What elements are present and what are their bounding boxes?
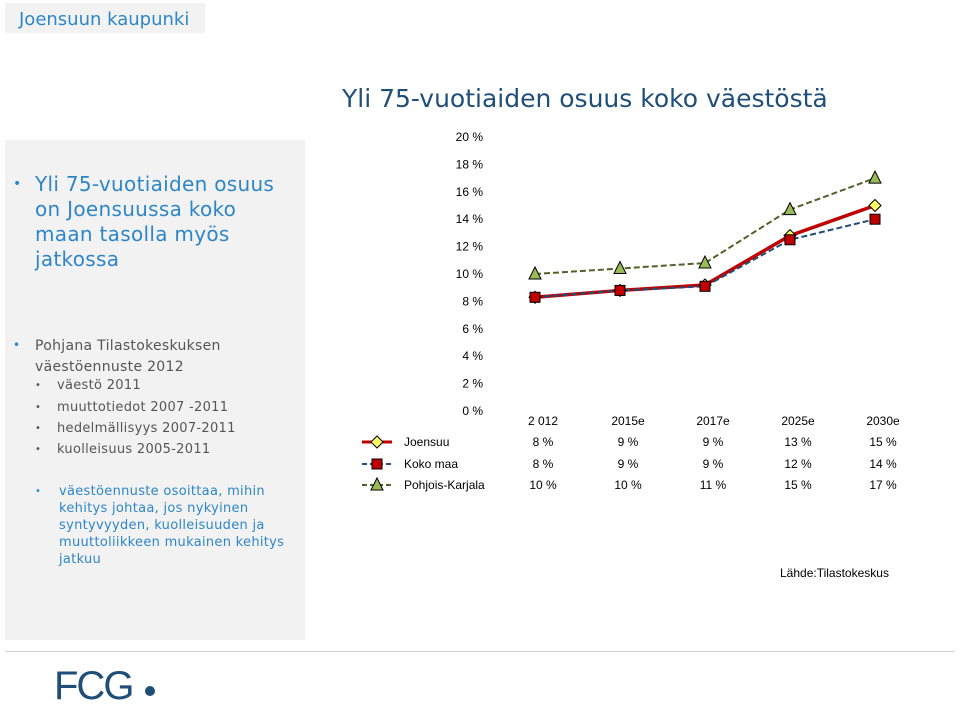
y-tick-label: 18 % <box>456 157 484 171</box>
source-label: Lähde:Tilastokeskus <box>780 566 889 580</box>
logo-text: FCG <box>54 664 132 704</box>
data-table-cell: 15 % <box>869 435 897 449</box>
data-table-cell: 14 % <box>869 457 897 471</box>
data-table-cell: 9 % <box>618 435 639 449</box>
data-table-cell: 9 % <box>618 457 639 471</box>
header-box: Joensuun kaupunki <box>5 3 205 33</box>
series-line <box>534 218 876 299</box>
data-point <box>783 201 797 216</box>
bullet-dot-icon: • <box>35 380 42 391</box>
x-tick-label: 2 012 <box>528 414 558 428</box>
data-table-cell: 8 % <box>533 457 554 471</box>
y-tick-label: 10 % <box>456 267 484 281</box>
x-tick-label: 2025e <box>781 414 815 428</box>
data-point <box>613 260 627 275</box>
data-point <box>868 198 882 213</box>
chart-title: Yli 75-vuotiaiden osuus koko väestöstä <box>342 84 828 113</box>
y-tick-label: 0 % <box>462 404 483 418</box>
data-table-cell: 11 % <box>700 478 727 492</box>
y-tick-label: 20 % <box>456 130 484 144</box>
data-point <box>699 280 711 292</box>
y-tick-label: 6 % <box>462 322 483 336</box>
fcg-logo: FCG <box>54 664 155 704</box>
left-panel: • Yli 75-vuotiaiden osuus on Joensuussa … <box>5 140 305 640</box>
data-table-cell: 17 % <box>869 478 897 492</box>
series-line <box>534 177 876 275</box>
y-tick-label: 14 % <box>456 212 484 226</box>
legend-label: Joensuu <box>404 435 449 449</box>
data-point <box>868 169 882 184</box>
legend-marker <box>370 435 384 449</box>
data-table-cell: 12 % <box>784 457 812 471</box>
x-tick-label: 2015e <box>611 414 645 428</box>
bullet-dot-icon: • <box>35 486 42 497</box>
legend-marker <box>370 476 384 491</box>
y-tick-label: 12 % <box>456 240 484 254</box>
data-table-cell: 10 % <box>529 478 557 492</box>
data-table-cell: 13 % <box>784 435 812 449</box>
data-table-cell: 8 % <box>533 435 554 449</box>
line-chart: 0 % 2 % 4 % 6 % 8 % 10 % 12 % 14 % 16 % 18 % 20 % 2… <box>362 130 900 492</box>
data-point <box>869 213 881 225</box>
legend-label: Pohjois-Karjala <box>404 478 485 492</box>
y-tick-label: 8 % <box>462 294 483 308</box>
data-table-cell: 9 % <box>703 457 724 471</box>
data-point <box>614 284 626 296</box>
bullet-dot-icon: • <box>35 444 42 455</box>
legend-marker <box>371 458 383 470</box>
data-table-cell: 10 % <box>614 478 642 492</box>
note-text: väestöennuste osoittaa, mihin kehitys jo… <box>59 484 285 567</box>
data-point <box>529 291 541 303</box>
bullet-dot-icon: • <box>35 423 42 434</box>
bullet-dot-icon: • <box>13 338 21 352</box>
data-table-cell: 9 % <box>703 435 724 449</box>
x-tick-label: 2030e <box>866 414 900 428</box>
data-table-cell: 15 % <box>784 478 812 492</box>
source-bullet-text: Pohjana Tilastokeskuksen väestöennuste 2… <box>35 338 221 375</box>
legend-label: Koko maa <box>404 457 458 471</box>
y-tick-label: 16 % <box>456 185 484 199</box>
header-title: Joensuun kaupunki <box>19 9 190 30</box>
x-tick-label: 2017e <box>696 414 730 428</box>
footer-divider <box>5 651 955 652</box>
bullet-dot-icon: • <box>35 402 42 413</box>
y-tick-label: 2 % <box>462 377 483 391</box>
data-point <box>528 265 542 280</box>
y-tick-label: 4 % <box>462 349 483 363</box>
data-point <box>698 254 712 269</box>
data-point <box>784 234 796 246</box>
bullet-dot-icon: • <box>13 176 22 192</box>
main-bullet-text: Yli 75-vuotiaiden osuus on Joensuussa ko… <box>35 172 275 271</box>
logo-dot-icon <box>145 686 155 696</box>
